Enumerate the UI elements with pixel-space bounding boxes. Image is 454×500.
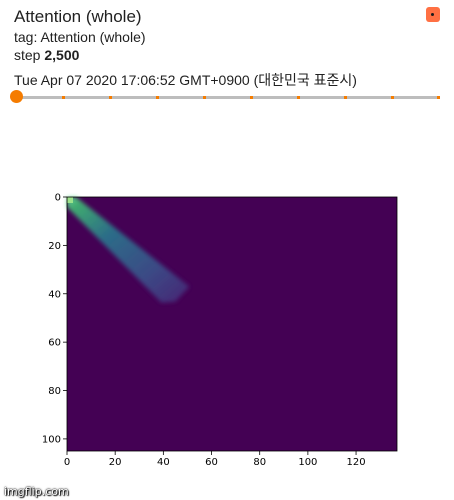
step-label: step 2,500 (14, 47, 79, 63)
slider-tick (156, 96, 159, 99)
tag-label: tag: Attention (whole) (14, 29, 146, 45)
attention-band (67, 197, 190, 303)
slider-tick (344, 96, 347, 99)
y-tick-label: 80 (48, 386, 61, 397)
plot-frame (66, 196, 398, 452)
slider-tick (250, 96, 253, 99)
y-tick-label: 100 (42, 434, 61, 445)
x-tick-label: 80 (253, 457, 266, 468)
slider-tick (297, 96, 300, 99)
x-tick-label: 40 (157, 457, 170, 468)
more-icon-dot (431, 13, 434, 16)
slider-tick (62, 96, 65, 99)
timestamp: Tue Apr 07 2020 17:06:52 GMT+0900 (대한민국 … (14, 72, 357, 88)
slider-tick (109, 96, 112, 99)
x-tick-label: 0 (64, 457, 70, 468)
attention-peak (67, 197, 73, 203)
y-tick-label: 0 (55, 193, 61, 204)
y-tick-label: 40 (48, 289, 61, 300)
slider-tick (203, 96, 206, 99)
x-tick-label: 20 (109, 457, 122, 468)
x-tick-label: 100 (298, 457, 317, 468)
step-prefix: step (14, 47, 41, 63)
attention-heatmap: 0 20 40 60 80 100 120 0 20 40 60 80 100 (42, 193, 398, 468)
x-tick-label: 60 (205, 457, 218, 468)
y-tick-label: 20 (48, 241, 61, 252)
x-tick-label: 120 (347, 457, 366, 468)
more-icon[interactable] (426, 7, 440, 22)
watermark-text: imgflip.com (4, 485, 69, 498)
y-tick-label: 60 (48, 338, 61, 349)
step-value: 2,500 (44, 47, 80, 63)
step-slider-track[interactable] (14, 96, 440, 99)
step-slider-thumb[interactable] (10, 90, 23, 103)
slider-tick (437, 96, 440, 99)
card-title: Attention (whole) (14, 7, 142, 26)
slider-tick (391, 96, 394, 99)
